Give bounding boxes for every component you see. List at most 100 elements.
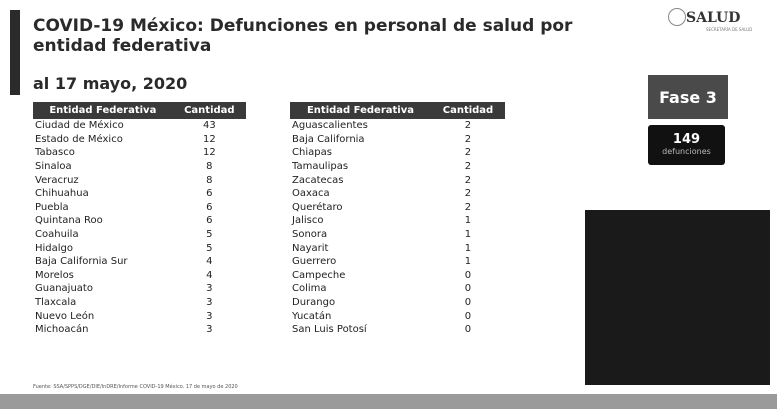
count: 1: [431, 228, 505, 242]
source: Fuente: SSA/SPPS/DGE/DIE/InDRE/Informe C…: [33, 384, 238, 390]
logo-subtitle: SECRETARÍA DE SALUD: [706, 27, 752, 32]
logo: SALUD: [686, 10, 740, 26]
count: 2: [431, 133, 505, 147]
state: Tamaulipas: [290, 160, 431, 174]
state: Hidalgo: [33, 241, 173, 255]
state: Chiapas: [290, 146, 431, 160]
phase-badge: Fase 3: [648, 75, 728, 119]
count: 3: [173, 296, 246, 310]
subtitle: al 17 mayo, 2020: [33, 74, 187, 93]
state: San Luis Potosí: [290, 323, 431, 337]
state: Guerrero: [290, 255, 431, 269]
count: 2: [431, 201, 505, 215]
photo: [585, 210, 770, 385]
count: 6: [173, 187, 246, 201]
total-value: 149: [648, 132, 725, 147]
count: 3: [173, 309, 246, 323]
count: 6: [173, 201, 246, 215]
count: 2: [431, 119, 505, 133]
state: Chihuahua: [33, 187, 173, 201]
count: 5: [173, 241, 246, 255]
count: 2: [431, 160, 505, 174]
state: Guanajuato: [33, 282, 173, 296]
state: Yucatán: [290, 309, 431, 323]
count: 4: [173, 269, 246, 283]
state: Tabasco: [33, 146, 173, 160]
count: 43: [173, 119, 246, 133]
accent-bar: [10, 10, 20, 95]
count: 0: [431, 323, 505, 337]
column-header: Cantidad: [173, 102, 246, 119]
column-header: Entidad Federativa: [290, 102, 431, 119]
count: 5: [173, 228, 246, 242]
state: Veracruz: [33, 173, 173, 187]
logo-seal: [668, 8, 686, 26]
state: Campeche: [290, 269, 431, 283]
state: Puebla: [33, 201, 173, 215]
count: 0: [431, 282, 505, 296]
state: Estado de México: [33, 133, 173, 147]
count: 3: [173, 323, 246, 337]
state: Zacatecas: [290, 173, 431, 187]
count: 12: [173, 133, 246, 147]
total-box: 149 defunciones: [648, 125, 725, 165]
footer-bar: [0, 394, 777, 409]
column-header: Entidad Federativa: [33, 102, 173, 119]
state: Querétaro: [290, 201, 431, 215]
count: 1: [431, 214, 505, 228]
state: Michoacán: [33, 323, 173, 337]
count: 2: [431, 173, 505, 187]
count: 12: [173, 146, 246, 160]
state: Baja California Sur: [33, 255, 173, 269]
state: Baja California: [290, 133, 431, 147]
state: Nayarit: [290, 241, 431, 255]
count: 6: [173, 214, 246, 228]
title: COVID-19 México: Defunciones en personal…: [33, 16, 573, 56]
state: Oaxaca: [290, 187, 431, 201]
count: 0: [431, 309, 505, 323]
count: 2: [431, 187, 505, 201]
state: Ciudad de México: [33, 119, 173, 133]
count: 8: [173, 173, 246, 187]
state: Tlaxcala: [33, 296, 173, 310]
state: Sonora: [290, 228, 431, 242]
state: Coahuila: [33, 228, 173, 242]
column-header: Cantidad: [431, 102, 505, 119]
state: Aguascalientes: [290, 119, 431, 133]
count: 8: [173, 160, 246, 174]
state: Quintana Roo: [33, 214, 173, 228]
count: 0: [431, 296, 505, 310]
total-label: defunciones: [648, 147, 725, 156]
